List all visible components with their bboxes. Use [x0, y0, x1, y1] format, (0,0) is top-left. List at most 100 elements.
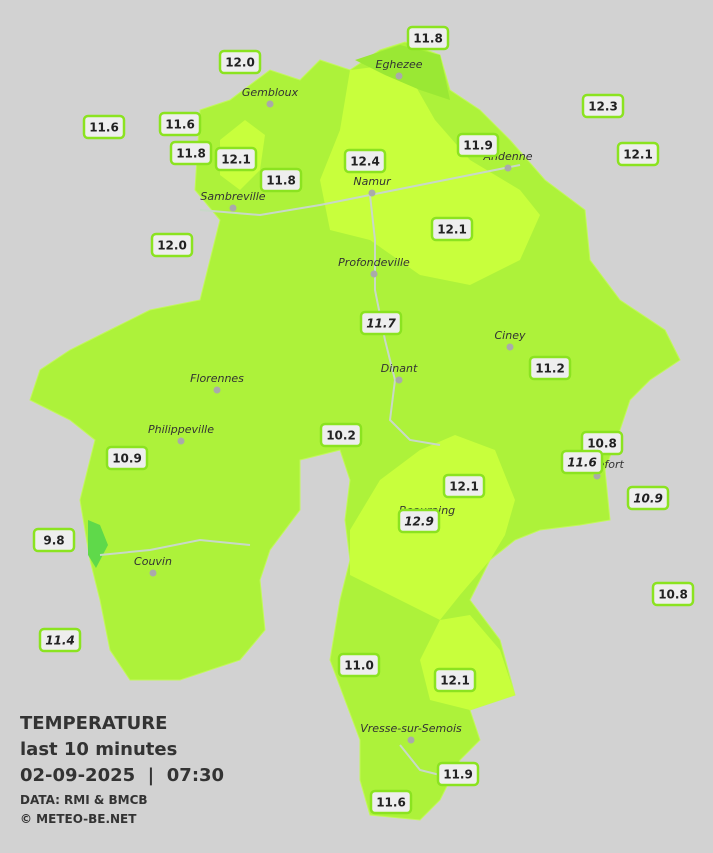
- station: 10.8: [580, 430, 624, 456]
- station-box: [616, 141, 660, 167]
- station: 9.8: [32, 527, 76, 553]
- station-value: 12.0: [225, 56, 255, 70]
- station: 12.1: [442, 473, 486, 499]
- station-value: 11.6: [567, 456, 597, 470]
- legend-heading: TEMPERATURE: [20, 713, 167, 734]
- station-value: 12.4: [350, 155, 380, 169]
- station-value: 12.0: [157, 239, 187, 253]
- station-value: 11.6: [165, 118, 195, 132]
- city-dot: [177, 437, 185, 445]
- station: 10.8: [651, 581, 695, 607]
- city-name: Namur: [353, 175, 392, 188]
- station-value: 12.1: [440, 674, 470, 688]
- station-value: 12.1: [449, 480, 479, 494]
- station-value: 10.8: [587, 437, 617, 451]
- legend-datetime: 02-09-2025 | 07:30: [20, 765, 224, 786]
- station-box: [169, 140, 213, 166]
- station-box: [38, 627, 82, 653]
- city-dot: [213, 386, 221, 394]
- station-box: [105, 445, 149, 471]
- legend-source: DATA: RMI & BMCB: [20, 793, 148, 807]
- station-box: [651, 581, 695, 607]
- station-value: 11.9: [463, 139, 493, 153]
- station-value: 11.7: [366, 317, 396, 331]
- station: 11.6: [82, 114, 126, 140]
- station-value: 10.9: [112, 452, 142, 466]
- station: 11.6: [369, 789, 413, 815]
- station-box: [214, 146, 258, 172]
- station-box: [626, 485, 670, 511]
- station-value: 10.8: [658, 588, 688, 602]
- station-box: [430, 216, 474, 242]
- station-value: 11.0: [344, 659, 374, 673]
- station-box: [560, 449, 604, 475]
- station-box: [397, 508, 441, 534]
- station-box: [337, 652, 381, 678]
- station: 12.1: [616, 141, 660, 167]
- station-value: 12.1: [437, 223, 467, 237]
- city-name: Profondeville: [338, 256, 410, 269]
- station-box: [158, 111, 202, 137]
- station-value: 9.8: [43, 534, 64, 548]
- cool-zone: [88, 520, 108, 568]
- station-value: 11.4: [45, 634, 75, 648]
- cool-zone: [355, 45, 450, 100]
- station: 10.2: [319, 422, 363, 448]
- station-box: [528, 355, 572, 381]
- station-value: 12.9: [404, 515, 434, 529]
- station: 11.2: [528, 355, 572, 381]
- city-name: Eghezee: [376, 58, 423, 71]
- station-value: 11.9: [443, 768, 473, 782]
- city-dot: [395, 72, 403, 80]
- station-value: 11.8: [266, 174, 296, 188]
- station-box: [581, 93, 625, 119]
- station: 11.8: [169, 140, 213, 166]
- station: 11.9: [436, 761, 480, 787]
- city-name: Vresse-sur-Semois: [360, 722, 462, 735]
- station-box: [406, 25, 450, 51]
- station-value: 10.9: [633, 492, 663, 506]
- city-name: Florennes: [190, 372, 244, 385]
- station: 11.8: [406, 25, 450, 51]
- station: 12.1: [430, 216, 474, 242]
- station-box: [150, 232, 194, 258]
- legend-credit: © METEO-BE.NET: [20, 812, 137, 826]
- station-box: [442, 473, 486, 499]
- station: 12.1: [433, 667, 477, 693]
- station: 12.3: [581, 93, 625, 119]
- station: 10.9: [105, 445, 149, 471]
- city-dot: [368, 189, 376, 197]
- station-value: 12.1: [221, 153, 251, 167]
- city-dot: [149, 569, 157, 577]
- station: 12.9: [397, 508, 441, 534]
- station: 11.0: [337, 652, 381, 678]
- city-dot: [229, 204, 237, 212]
- city-name: Ciney: [495, 329, 526, 342]
- city-name: Dinant: [381, 362, 418, 375]
- station: 12.0: [150, 232, 194, 258]
- station-box: [32, 527, 76, 553]
- station-box: [343, 148, 387, 174]
- station: 11.4: [38, 627, 82, 653]
- station-value: 11.6: [89, 121, 119, 135]
- station: 10.9: [626, 485, 670, 511]
- station-value: 11.8: [176, 147, 206, 161]
- station-value: 11.8: [413, 32, 443, 46]
- station-value: 12.1: [623, 148, 653, 162]
- city-name: Gembloux: [242, 86, 299, 99]
- station: 12.4: [343, 148, 387, 174]
- station: 12.0: [218, 49, 262, 75]
- city-dot: [266, 100, 274, 108]
- station-value: 10.2: [326, 429, 356, 443]
- station-box: [436, 761, 480, 787]
- legend: TEMPERATURE last 10 minutes 02-09-2025 |…: [20, 713, 224, 826]
- station: 11.6: [560, 449, 604, 475]
- station-box: [456, 132, 500, 158]
- city-dot: [407, 736, 415, 744]
- station-value: 11.2: [535, 362, 565, 376]
- station-box: [319, 422, 363, 448]
- city-dot: [370, 270, 378, 278]
- station: 12.1: [214, 146, 258, 172]
- station-value: 12.3: [588, 100, 618, 114]
- station-box: [369, 789, 413, 815]
